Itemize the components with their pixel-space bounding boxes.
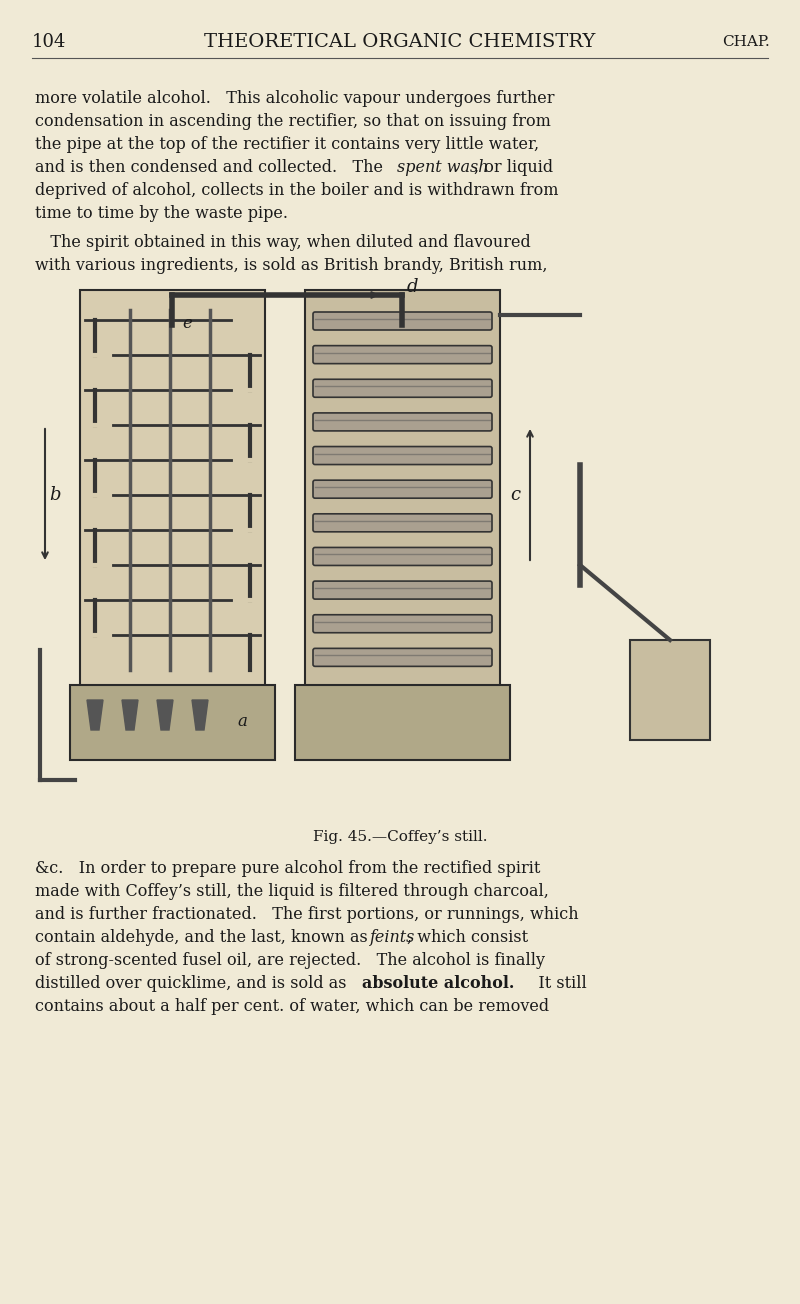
Text: of strong-scented fusel oil, are rejected.   The alcohol is finally: of strong-scented fusel oil, are rejecte… xyxy=(35,952,545,969)
Text: feints: feints xyxy=(370,928,415,945)
Polygon shape xyxy=(192,700,208,730)
Polygon shape xyxy=(87,700,103,730)
Bar xyxy=(630,640,710,739)
Polygon shape xyxy=(122,700,138,730)
FancyBboxPatch shape xyxy=(313,346,492,364)
Text: and is further fractionated.   The first portions, or runnings, which: and is further fractionated. The first p… xyxy=(35,906,578,923)
Text: and is then condensed and collected.   The: and is then condensed and collected. The xyxy=(35,159,388,176)
FancyBboxPatch shape xyxy=(313,582,492,599)
Text: time to time by the waste pipe.: time to time by the waste pipe. xyxy=(35,205,288,222)
Text: , or liquid: , or liquid xyxy=(474,159,553,176)
Text: more volatile alcohol.   This alcoholic vapour undergoes further: more volatile alcohol. This alcoholic va… xyxy=(35,90,554,107)
Bar xyxy=(305,289,500,700)
Text: distilled over quicklime, and is sold as: distilled over quicklime, and is sold as xyxy=(35,975,352,992)
FancyBboxPatch shape xyxy=(60,280,680,799)
Text: Fig. 45.—Coffey’s still.: Fig. 45.—Coffey’s still. xyxy=(313,831,487,844)
Text: &c.   In order to prepare pure alcohol from the rectified spirit: &c. In order to prepare pure alcohol fro… xyxy=(35,861,540,878)
Text: a: a xyxy=(237,713,247,730)
FancyBboxPatch shape xyxy=(313,514,492,532)
FancyBboxPatch shape xyxy=(313,480,492,498)
Text: contain aldehyde, and the last, known as: contain aldehyde, and the last, known as xyxy=(35,928,373,945)
FancyBboxPatch shape xyxy=(313,312,492,330)
Polygon shape xyxy=(157,700,173,730)
Bar xyxy=(80,289,265,700)
Text: b: b xyxy=(50,486,61,505)
FancyBboxPatch shape xyxy=(313,379,492,398)
Text: made with Coffey’s still, the liquid is filtered through charcoal,: made with Coffey’s still, the liquid is … xyxy=(35,883,549,900)
Text: with various ingredients, is sold as British brandy, British rum,: with various ingredients, is sold as Bri… xyxy=(35,257,547,274)
Text: d: d xyxy=(407,278,418,296)
Text: spent wash: spent wash xyxy=(397,159,489,176)
Bar xyxy=(295,685,510,760)
FancyBboxPatch shape xyxy=(313,614,492,632)
Text: The spirit obtained in this way, when diluted and flavoured: The spirit obtained in this way, when di… xyxy=(35,233,530,250)
Text: absolute alcohol.: absolute alcohol. xyxy=(362,975,514,992)
Text: deprived of alcohol, collects in the boiler and is withdrawn from: deprived of alcohol, collects in the boi… xyxy=(35,183,558,200)
Text: the pipe at the top of the rectifier it contains very little water,: the pipe at the top of the rectifier it … xyxy=(35,136,539,153)
FancyBboxPatch shape xyxy=(313,413,492,430)
Text: 104: 104 xyxy=(32,33,66,51)
FancyBboxPatch shape xyxy=(313,648,492,666)
Text: c: c xyxy=(510,486,520,505)
Text: It still: It still xyxy=(523,975,586,992)
Text: e: e xyxy=(182,314,192,331)
Text: THEORETICAL ORGANIC CHEMISTRY: THEORETICAL ORGANIC CHEMISTRY xyxy=(204,33,596,51)
Text: , which consist: , which consist xyxy=(407,928,528,945)
Bar xyxy=(70,685,275,760)
Text: condensation in ascending the rectifier, so that on issuing from: condensation in ascending the rectifier,… xyxy=(35,113,551,130)
FancyBboxPatch shape xyxy=(313,446,492,464)
Text: CHAP.: CHAP. xyxy=(722,35,770,50)
FancyBboxPatch shape xyxy=(313,548,492,566)
Text: contains about a half per cent. of water, which can be removed: contains about a half per cent. of water… xyxy=(35,998,549,1015)
